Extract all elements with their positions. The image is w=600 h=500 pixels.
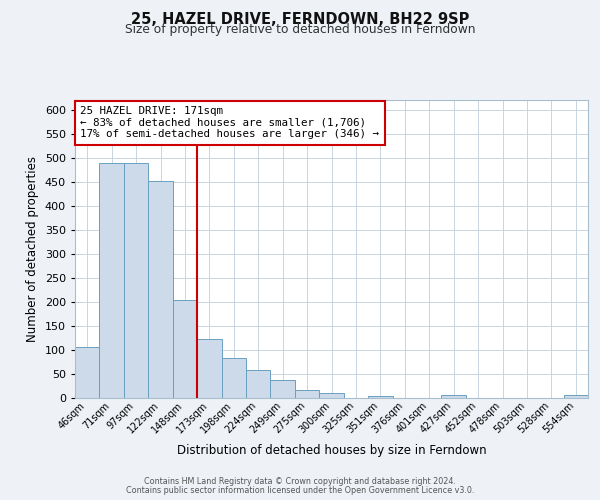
Bar xyxy=(368,396,392,398)
Bar xyxy=(173,300,197,398)
Bar xyxy=(271,380,295,398)
Bar xyxy=(124,164,148,398)
Text: Size of property relative to detached houses in Ferndown: Size of property relative to detached ho… xyxy=(125,24,475,36)
Text: 25, HAZEL DRIVE, FERNDOWN, BH22 9SP: 25, HAZEL DRIVE, FERNDOWN, BH22 9SP xyxy=(131,12,469,28)
Bar xyxy=(563,394,588,398)
Bar xyxy=(442,395,466,398)
Text: Contains HM Land Registry data © Crown copyright and database right 2024.: Contains HM Land Registry data © Crown c… xyxy=(144,477,456,486)
Bar xyxy=(246,370,271,398)
Text: 25 HAZEL DRIVE: 171sqm
← 83% of detached houses are smaller (1,706)
17% of semi-: 25 HAZEL DRIVE: 171sqm ← 83% of detached… xyxy=(80,106,379,139)
Bar xyxy=(319,392,344,398)
Bar xyxy=(148,180,173,398)
Bar xyxy=(295,390,319,398)
Bar xyxy=(221,358,246,398)
Bar xyxy=(75,347,100,398)
Bar xyxy=(197,339,221,398)
Bar xyxy=(100,164,124,398)
Y-axis label: Number of detached properties: Number of detached properties xyxy=(26,156,39,342)
Text: Contains public sector information licensed under the Open Government Licence v3: Contains public sector information licen… xyxy=(126,486,474,495)
X-axis label: Distribution of detached houses by size in Ferndown: Distribution of detached houses by size … xyxy=(176,444,487,456)
